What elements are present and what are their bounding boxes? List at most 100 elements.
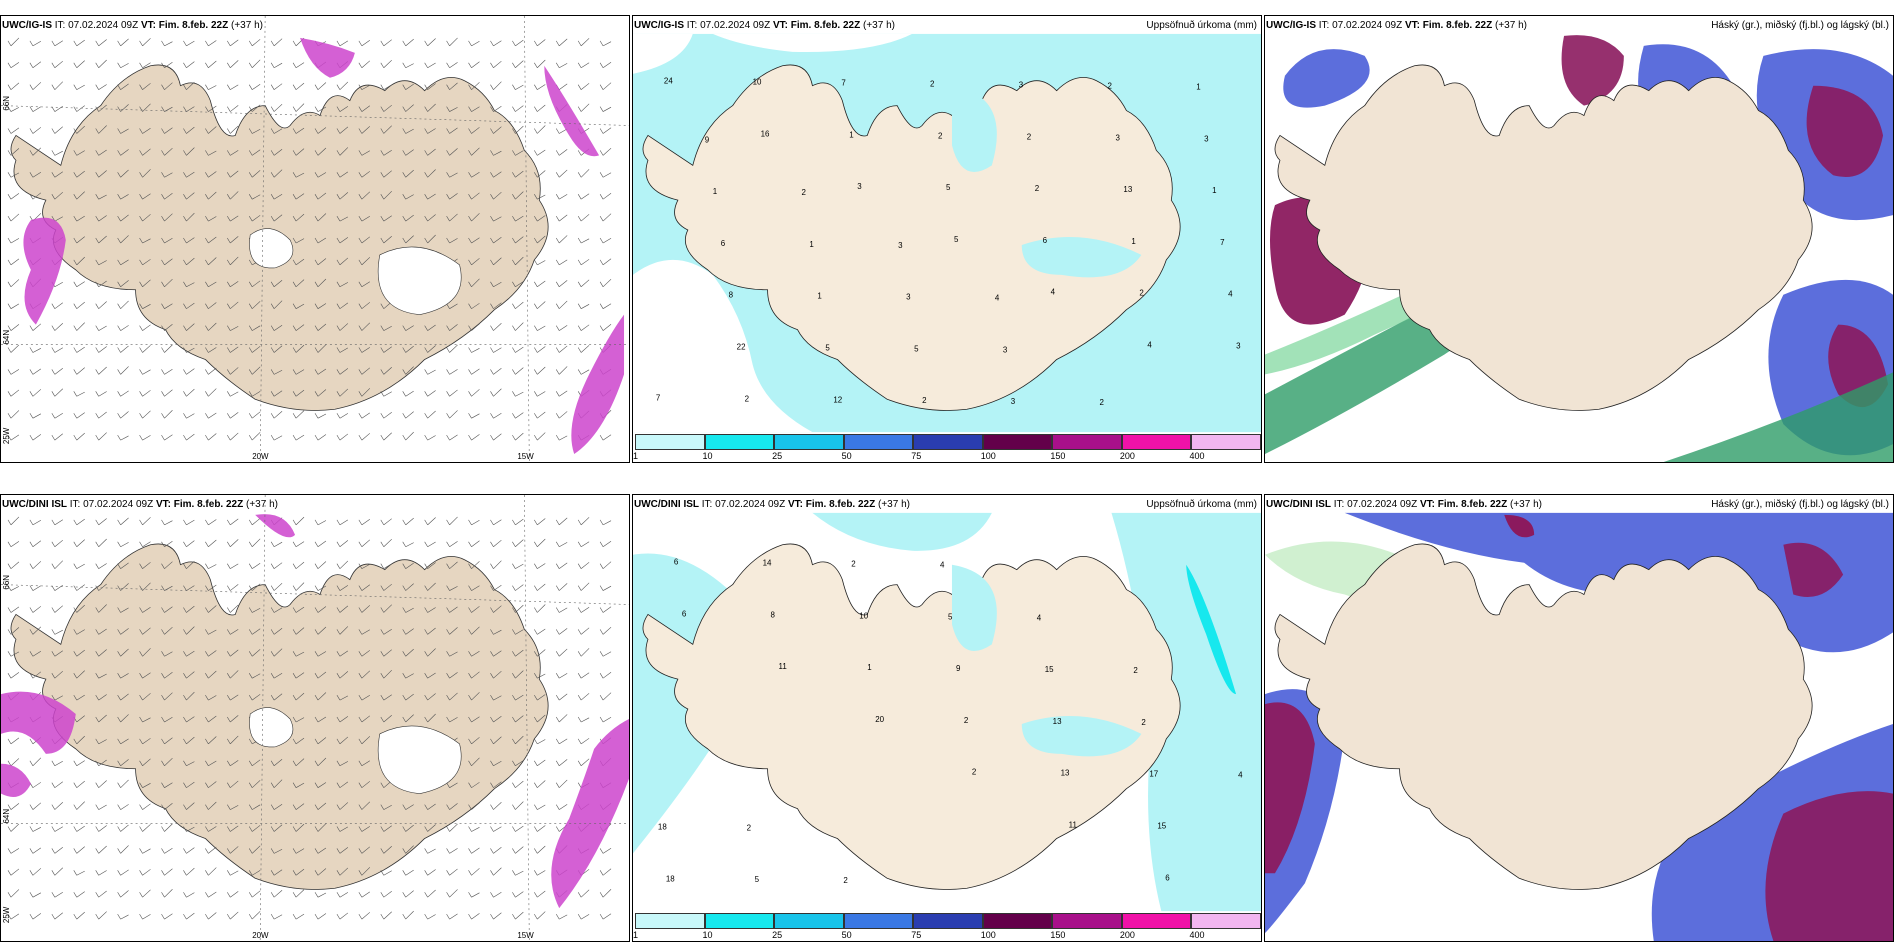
wind-barb (183, 257, 195, 266)
wind-barb (292, 716, 305, 723)
wind-barb (358, 539, 371, 547)
wind-barb (534, 780, 546, 788)
wind-barb (336, 323, 349, 331)
colorbar-tick: 1 (633, 451, 639, 461)
wind-barb (490, 367, 502, 375)
wind-barb (7, 913, 20, 920)
wind-barb (468, 606, 480, 613)
wind-barb (161, 737, 173, 745)
wind-barb (139, 128, 151, 134)
wind-barb (490, 694, 502, 701)
wind-barb (512, 281, 524, 288)
precip-value: 5 (946, 183, 951, 192)
wind-barb (227, 60, 239, 68)
wind-barb (139, 803, 151, 810)
model-name: UWC/IG-IS (2, 20, 52, 31)
colorbar-tick: 100 (980, 451, 996, 461)
wind-barb (555, 738, 568, 745)
wind-barb (73, 760, 85, 767)
wind-barb (314, 585, 327, 591)
wind-barb (358, 150, 370, 156)
wind-barb (380, 432, 392, 441)
wind-barb (205, 302, 217, 309)
wind-barb (577, 913, 590, 920)
wind-barb (248, 563, 261, 569)
wind-barb (424, 390, 436, 397)
wind-barb (139, 345, 151, 353)
wind-barb (534, 301, 546, 309)
wind-barb (51, 826, 63, 832)
wind-barb (577, 62, 590, 69)
wind-barb (292, 516, 305, 526)
wind-barb (534, 215, 546, 222)
wind-barb (512, 518, 524, 526)
model-name: UWC/IG-IS (1266, 20, 1316, 31)
panel-precip-igis: 24 16 3 5 4 4 7 10 1 5 6 2 3 2 7 2 2 1 4 22 12 2 2 13 7 8 5 2 3 3 1 6 1 5… (632, 15, 1262, 463)
wind-barb (534, 59, 546, 68)
wind-barb (51, 760, 63, 767)
colorbar-tick: 400 (1189, 451, 1205, 461)
wind-barb (380, 870, 392, 876)
wind-barb (205, 715, 217, 723)
wind-barb (490, 912, 502, 920)
wind-barb (51, 412, 63, 419)
wind-barb (51, 60, 63, 68)
wind-barb (95, 583, 107, 591)
wind-barb (183, 912, 195, 920)
wind-barb (402, 390, 414, 397)
wind-barb (95, 280, 107, 288)
wind-barb (248, 780, 261, 788)
precip-value: 5 (914, 345, 919, 354)
wind-barb (73, 60, 85, 68)
map-wind-dini: 20W 15W 66N 64N 25W (1, 495, 629, 941)
wind-barb (95, 563, 107, 569)
precip-values: 2416354471015623272214221222137852331615… (656, 77, 1241, 408)
wind-barb (292, 737, 305, 745)
wind-barb (468, 826, 480, 832)
wind-barb (139, 889, 151, 898)
wind-barb (95, 346, 107, 353)
colorbar-tick: 75 (911, 451, 922, 461)
wind-barb (599, 847, 612, 854)
wind-barb (95, 604, 107, 613)
wind-barb (117, 845, 129, 854)
wind-barb (248, 149, 261, 156)
wind-barb (314, 323, 327, 331)
wind-barb (73, 563, 85, 569)
magenta-band (544, 65, 600, 157)
wind-barb (446, 848, 458, 854)
wind-barb (336, 736, 349, 745)
wind-barb (424, 627, 436, 635)
wind-barb (292, 541, 305, 548)
wind-barb (51, 891, 63, 898)
wind-barb (490, 60, 502, 68)
map-precip-igis: 2416354471015623272214221222137852331615… (633, 33, 1261, 433)
wind-barb (51, 150, 63, 156)
wind-barb (227, 256, 239, 266)
wind-barb (446, 106, 458, 112)
wind-barb (336, 40, 349, 47)
vt-label: VT: (1419, 499, 1435, 510)
wind-barb (314, 782, 327, 788)
wind-barb (73, 649, 85, 657)
wind-barb (512, 760, 524, 767)
wind-barb (117, 280, 129, 288)
wind-barb (51, 105, 63, 112)
wind-barb (380, 346, 392, 353)
wind-barb (534, 825, 546, 832)
wind-barb (51, 347, 63, 353)
wind-barb (599, 106, 612, 112)
wind-barb (468, 213, 480, 222)
wind-barb (512, 322, 524, 331)
wind-barb (161, 389, 173, 397)
wind-barb (402, 431, 414, 441)
wind-barb (468, 303, 480, 309)
wind-barb (139, 824, 151, 832)
colorbar-swatch (1191, 434, 1261, 450)
wind-barb (534, 628, 546, 635)
wind-barb (402, 714, 414, 723)
wind-barb (292, 868, 305, 876)
wind-barb (183, 413, 195, 419)
colorbar-tick: 75 (911, 930, 922, 940)
wind-barb (555, 648, 568, 657)
